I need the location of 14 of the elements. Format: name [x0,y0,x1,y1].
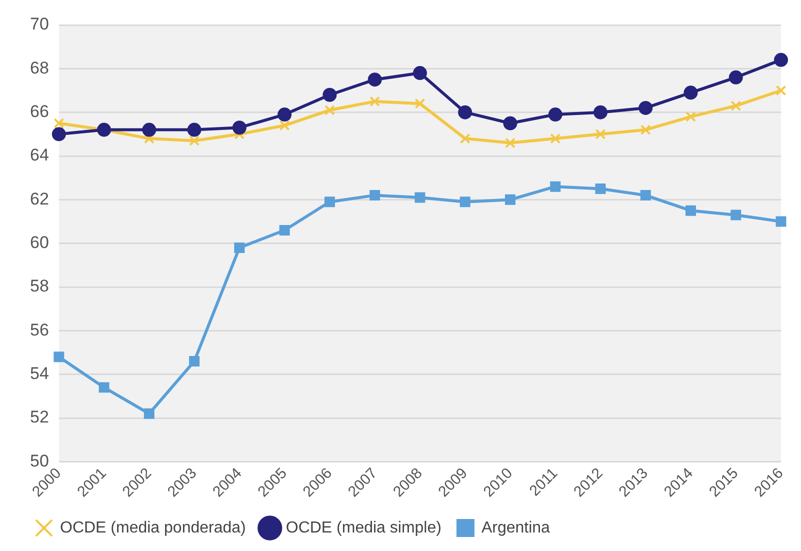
y-tick-label: 60 [30,233,49,252]
y-tick-label: 68 [30,58,49,78]
y-tick-label: 52 [30,408,49,427]
y-tick-label: 70 [30,14,49,34]
y-tick-label: 56 [30,320,49,340]
y-tick-label: 62 [30,189,49,208]
y-tick-label: 64 [30,146,49,165]
y-tick-label: 50 [30,451,49,470]
legend-label: OCDE (media ponderada) [60,519,246,536]
y-tick-label: 66 [30,102,49,122]
y-tick-label: 54 [30,364,49,384]
legend-label: OCDE (media simple) [286,519,442,536]
y-tick-label: 58 [30,276,49,296]
legend-label: Argentina [481,519,550,536]
